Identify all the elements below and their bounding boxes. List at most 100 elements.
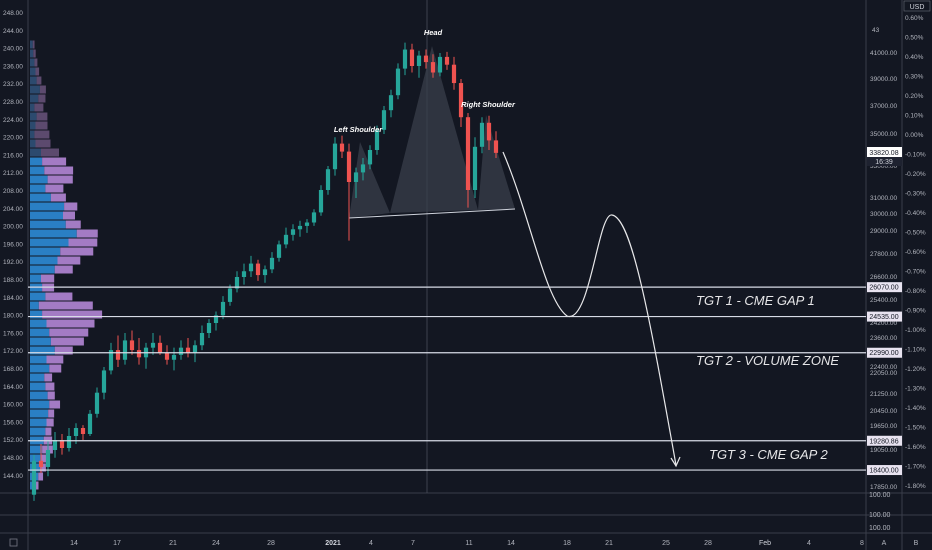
candle-body bbox=[129, 340, 135, 351]
volume-bar-purple bbox=[42, 157, 67, 166]
price-axis-tick: 30000.00 bbox=[870, 211, 897, 218]
countdown-value: 16:39 bbox=[875, 159, 893, 166]
volume-bar-blue bbox=[30, 310, 43, 319]
current-price-value: 33820.08 bbox=[869, 150, 898, 157]
percent-axis-tick: -0.30% bbox=[905, 191, 926, 198]
price-axis-tick: 22400.00 bbox=[870, 364, 897, 371]
candle-body bbox=[444, 56, 450, 65]
candle-body bbox=[157, 342, 163, 353]
currency-badge[interactable] bbox=[903, 0, 931, 12]
volume-bar-purple bbox=[38, 301, 93, 310]
percent-axis-tick: -1.00% bbox=[905, 327, 926, 334]
left-axis-tick: 192.00 bbox=[3, 259, 23, 266]
volume-bar-purple bbox=[44, 373, 53, 382]
volume-bar-blue bbox=[30, 346, 55, 355]
candle-body bbox=[353, 172, 359, 182]
price-axis: 43 41000.00 39000.00 37000.00 35000.00 33000.… bbox=[870, 27, 897, 491]
price-axis-tick: 24200.00 bbox=[870, 320, 897, 327]
candle-body bbox=[164, 352, 170, 360]
candle-body bbox=[206, 323, 212, 333]
volume-bar-purple bbox=[49, 364, 62, 373]
left-axis-tick: 208.00 bbox=[3, 188, 23, 195]
price-axis-tick: 41000.00 bbox=[870, 50, 897, 57]
left-axis-tick: 204.00 bbox=[3, 206, 23, 213]
volume-bar-blue bbox=[30, 193, 51, 202]
volume-bar-purple bbox=[42, 310, 103, 319]
left-axis: 248.00 244.00 240.00 236.00 232.00 228.00 224.… bbox=[3, 10, 23, 480]
candle-body bbox=[318, 190, 324, 213]
volume-bar-blue bbox=[30, 130, 35, 139]
volume-bar-purple bbox=[35, 121, 48, 130]
level-price-label: 24535.00 bbox=[869, 314, 898, 321]
log-scale-button[interactable]: B bbox=[914, 540, 919, 547]
time-axis-tick: 14 bbox=[507, 540, 515, 547]
target-levels: 26070.00 24535.00 22990.00 19280.86 18400.00 bbox=[28, 282, 902, 476]
candle-body bbox=[192, 345, 198, 353]
time-axis-tick: 4 bbox=[807, 540, 811, 547]
level-price-badge bbox=[867, 347, 902, 358]
candle-body bbox=[325, 169, 331, 190]
volume-bar-purple bbox=[36, 112, 48, 121]
left-shoulder-triangle bbox=[349, 142, 390, 218]
volume-bar-purple bbox=[35, 481, 39, 490]
volume-bar-blue bbox=[30, 373, 45, 382]
percent-axis-tick: -0.90% bbox=[905, 308, 926, 315]
candle-body bbox=[437, 56, 443, 73]
volume-bar-purple bbox=[45, 427, 52, 436]
candle-body bbox=[45, 450, 51, 467]
candle-body bbox=[332, 143, 338, 170]
left-axis-tick: 220.00 bbox=[3, 135, 23, 142]
volume-bar-blue bbox=[30, 364, 50, 373]
price-axis-tick: 25400.00 bbox=[870, 297, 897, 304]
volume-bar-purple bbox=[44, 166, 74, 175]
candle-body bbox=[388, 95, 394, 111]
volume-bar-purple bbox=[68, 238, 98, 247]
price-axis-tick: 39000.00 bbox=[870, 76, 897, 83]
volume-bar-purple bbox=[63, 211, 75, 220]
candle-body bbox=[171, 354, 177, 360]
volume-bar-purple bbox=[36, 76, 42, 85]
time-axis-tick: 25 bbox=[662, 540, 670, 547]
time-axis-tick: 8 bbox=[860, 540, 864, 547]
volume-bar-blue bbox=[30, 238, 69, 247]
volume-bar-blue bbox=[30, 175, 48, 184]
time-axis-tick: 17 bbox=[113, 540, 121, 547]
candle-body bbox=[108, 350, 114, 371]
price-axis-tick: 26600.00 bbox=[870, 274, 897, 281]
settings-icon[interactable] bbox=[9, 538, 18, 547]
candle-body bbox=[213, 315, 219, 323]
auto-scale-button[interactable]: A bbox=[882, 540, 887, 547]
percent-axis-tick: 0.10% bbox=[905, 113, 924, 120]
candle-body bbox=[486, 122, 492, 141]
tgt3-label: TGT 3 - CME GAP 2 bbox=[709, 447, 828, 462]
candle-body bbox=[276, 244, 282, 258]
percent-axis-tick: -0.10% bbox=[905, 152, 926, 159]
volume-bar-purple bbox=[57, 256, 81, 265]
candle-body bbox=[346, 151, 352, 182]
volume-bar-purple bbox=[64, 202, 78, 211]
left-axis-tick: 196.00 bbox=[3, 241, 23, 248]
percent-axis-tick: -1.40% bbox=[905, 405, 926, 412]
candle-body bbox=[31, 460, 37, 495]
volume-bar-purple bbox=[39, 85, 46, 94]
volume-bar-blue bbox=[30, 247, 61, 256]
candle-body bbox=[472, 146, 478, 190]
volume-bar-blue bbox=[30, 256, 58, 265]
candle-body bbox=[374, 129, 380, 150]
candle-body bbox=[234, 277, 240, 289]
volume-bar-blue bbox=[30, 85, 40, 94]
candle-body bbox=[185, 347, 191, 353]
volume-bar-purple bbox=[48, 409, 55, 418]
volume-bar-blue bbox=[30, 400, 50, 409]
volume-bar-purple bbox=[50, 193, 66, 202]
left-axis-tick: 168.00 bbox=[3, 366, 23, 373]
volume-bar-purple bbox=[35, 67, 40, 76]
volume-bar-blue bbox=[30, 103, 35, 112]
volume-bar-purple bbox=[33, 49, 36, 58]
candle-body bbox=[101, 370, 107, 393]
price-axis-tick: 21250.00 bbox=[870, 391, 897, 398]
volume-bar-blue bbox=[30, 49, 34, 58]
percent-axis-tick: -1.20% bbox=[905, 366, 926, 373]
